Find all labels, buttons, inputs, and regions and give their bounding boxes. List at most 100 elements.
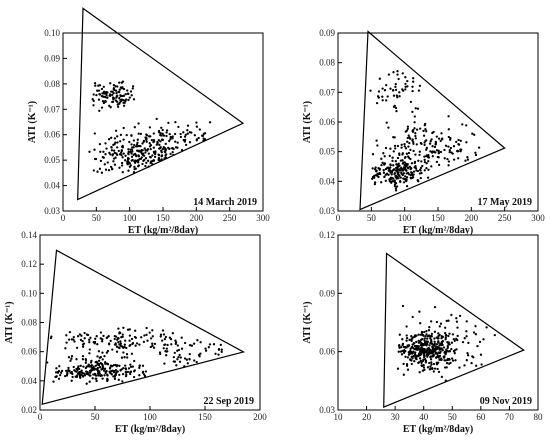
data-point: [174, 140, 177, 143]
data-point: [440, 340, 444, 344]
data-point: [133, 143, 136, 147]
data-point: [429, 140, 432, 143]
data-point: [125, 373, 128, 377]
data-point: [57, 377, 61, 380]
data-point: [135, 342, 139, 345]
data-point: [136, 138, 139, 141]
y-axis-label: ATI (K⁻¹): [4, 301, 15, 343]
data-point: [76, 335, 80, 338]
data-point: [182, 138, 185, 142]
x-tick-label: 0: [38, 412, 43, 422]
data-point: [118, 166, 121, 169]
data-point: [142, 340, 146, 344]
data-point: [438, 351, 441, 355]
y-tick-label: 0.02: [21, 405, 37, 415]
data-point: [84, 361, 87, 364]
data-point: [456, 149, 459, 153]
data-point: [174, 146, 178, 149]
data-point: [133, 167, 136, 171]
data-point: [103, 367, 107, 370]
data-point: [402, 181, 406, 184]
data-point: [65, 369, 68, 373]
data-point: [449, 146, 453, 150]
data-point: [164, 350, 167, 353]
data-point: [400, 146, 403, 149]
data-point: [400, 166, 403, 169]
data-point: [412, 342, 415, 345]
data-point: [414, 107, 417, 110]
data-point: [179, 132, 182, 136]
y-tick-label: 0.08: [21, 318, 37, 328]
data-point: [171, 136, 174, 139]
x-tick-label: 30: [391, 412, 401, 422]
data-point: [409, 338, 413, 341]
data-point: [143, 158, 146, 162]
data-point: [217, 353, 220, 356]
data-point: [106, 91, 109, 94]
data-point: [104, 153, 107, 156]
data-point: [423, 368, 426, 371]
data-point: [394, 189, 398, 192]
data-point: [397, 77, 400, 81]
data-point: [432, 130, 435, 134]
data-point: [429, 342, 432, 345]
data-point: [155, 117, 158, 121]
data-point: [70, 355, 74, 358]
data-point: [130, 159, 133, 162]
data-point: [382, 169, 385, 172]
data-point: [374, 181, 377, 184]
data-point: [101, 377, 104, 380]
data-point: [163, 147, 167, 150]
data-point: [436, 367, 439, 371]
data-point: [152, 150, 156, 154]
x-axis-label: ET (kg/m²/8day): [403, 424, 473, 435]
data-point: [388, 154, 391, 158]
data-point: [126, 158, 130, 161]
data-point: [117, 378, 120, 381]
data-point: [412, 80, 415, 83]
data-point: [188, 141, 192, 144]
data-point: [406, 155, 410, 158]
data-point: [406, 125, 410, 128]
data-point: [452, 337, 455, 341]
data-point: [161, 147, 164, 151]
data-point: [139, 132, 143, 136]
x-tick-label: 0: [61, 213, 66, 223]
data-point: [411, 352, 414, 355]
data-point: [425, 154, 428, 158]
data-point: [208, 121, 212, 124]
data-point: [405, 184, 409, 188]
data-point: [91, 98, 94, 101]
data-point: [414, 132, 417, 135]
data-point: [396, 73, 399, 76]
data-point: [435, 149, 439, 152]
data-point: [401, 349, 404, 353]
data-point: [122, 87, 126, 91]
data-point: [448, 332, 451, 335]
data-point: [438, 344, 441, 347]
data-point: [88, 365, 92, 368]
data-point: [429, 355, 432, 358]
data-point: [422, 358, 425, 361]
y-tick-label: 0.04: [21, 376, 37, 386]
data-point: [78, 374, 82, 377]
data-point: [126, 89, 129, 92]
data-point: [399, 169, 402, 172]
y-tick-label: 0.06: [319, 117, 335, 127]
y-tick-label: 0.04: [44, 181, 60, 191]
data-point: [409, 100, 413, 104]
data-point: [148, 135, 151, 138]
data-point: [453, 352, 456, 355]
data-point: [160, 158, 163, 161]
data-point: [472, 331, 476, 334]
dry-wet-edge-triangle: [41, 249, 246, 405]
data-point: [425, 350, 428, 353]
data-point: [69, 359, 72, 362]
data-point: [117, 337, 120, 340]
data-point: [416, 178, 419, 182]
data-point: [182, 131, 185, 134]
data-point: [447, 128, 450, 131]
data-point: [415, 128, 419, 131]
data-point: [104, 142, 107, 145]
data-point: [480, 363, 483, 366]
